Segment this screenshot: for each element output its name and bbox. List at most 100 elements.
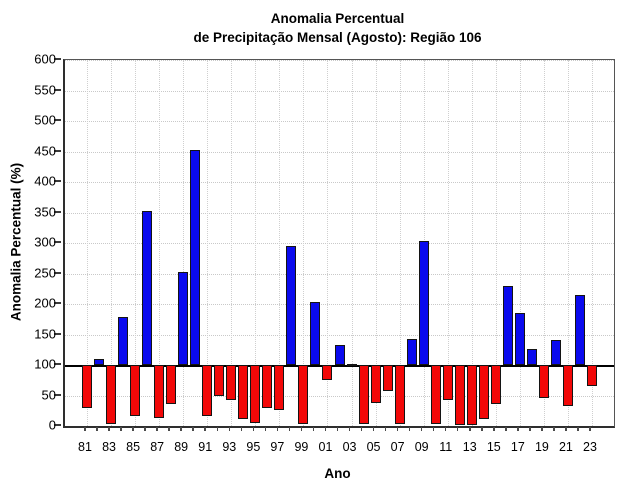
bar-2004 bbox=[358, 365, 369, 425]
h-gridline bbox=[65, 182, 614, 183]
bar-1999 bbox=[298, 365, 309, 425]
bar-2011 bbox=[442, 365, 453, 401]
bar-2023 bbox=[587, 365, 597, 386]
bar-2009 bbox=[418, 241, 429, 365]
y-tick-label: 450 bbox=[34, 143, 56, 158]
bar-2007 bbox=[394, 365, 405, 424]
x-axis-tick bbox=[420, 427, 423, 431]
x-tick-label: 91 bbox=[198, 440, 213, 454]
y-tick-label: 100 bbox=[34, 356, 56, 372]
bar-2013 bbox=[466, 365, 477, 426]
v-gridline bbox=[183, 60, 185, 426]
v-gridline bbox=[303, 60, 305, 426]
x-axis-tick bbox=[432, 427, 435, 431]
bar-1982 bbox=[94, 358, 105, 365]
x-tick-label: 05 bbox=[366, 440, 381, 454]
y-tick-label: 600 bbox=[34, 51, 56, 67]
x-tick-label: 93 bbox=[222, 440, 237, 454]
x-axis-tick bbox=[120, 427, 122, 431]
bar-1983 bbox=[106, 365, 117, 425]
x-axis-tick bbox=[469, 427, 471, 431]
x-axis-tick bbox=[156, 427, 158, 431]
x-tick-label: 81 bbox=[78, 440, 92, 454]
x-axis-tick bbox=[577, 427, 579, 431]
x-axis-tick bbox=[336, 427, 339, 431]
x-tick-label: 87 bbox=[150, 440, 165, 454]
y-axis-tick bbox=[54, 363, 61, 365]
x-axis-tick bbox=[529, 427, 531, 431]
y-tick-label: 350 bbox=[34, 204, 56, 219]
v-gridline bbox=[231, 60, 233, 426]
v-gridline bbox=[447, 60, 449, 426]
bar-2003 bbox=[346, 363, 357, 366]
h-gridline bbox=[65, 60, 614, 61]
y-axis-tick bbox=[54, 332, 61, 335]
bar-2006 bbox=[382, 365, 393, 392]
x-axis-tick bbox=[360, 427, 363, 431]
plot-area bbox=[63, 59, 615, 428]
bar-2010 bbox=[430, 365, 441, 424]
x-axis-tick bbox=[252, 427, 255, 431]
x-axis-tick bbox=[481, 427, 483, 431]
v-gridline bbox=[543, 60, 545, 426]
y-axis-title: Anomalia Percentual (%) bbox=[8, 162, 24, 322]
h-gridline bbox=[65, 273, 614, 275]
x-axis-tick bbox=[276, 427, 279, 431]
x-axis-tick bbox=[264, 427, 267, 431]
x-tick-label: 99 bbox=[294, 440, 309, 454]
v-gridline bbox=[111, 60, 113, 426]
y-axis-tick bbox=[54, 241, 61, 243]
x-axis-tick bbox=[180, 427, 182, 431]
bar-1988 bbox=[166, 365, 177, 405]
bar-2000 bbox=[310, 302, 321, 365]
v-gridline bbox=[375, 60, 377, 426]
v-gridline bbox=[592, 60, 593, 426]
bar-2002 bbox=[334, 344, 345, 365]
v-gridline bbox=[567, 60, 569, 426]
bar-1987 bbox=[154, 365, 165, 419]
bar-1996 bbox=[262, 365, 273, 408]
x-tick-label: 85 bbox=[126, 440, 141, 454]
x-tick-label: 95 bbox=[246, 440, 261, 454]
y-axis-tick bbox=[54, 88, 61, 91]
x-axis-tick bbox=[192, 427, 194, 431]
v-gridline bbox=[495, 60, 497, 426]
h-gridline bbox=[65, 304, 614, 305]
x-axis-tick bbox=[84, 427, 86, 431]
y-tick-label: 0 bbox=[48, 417, 56, 433]
x-axis-tick bbox=[240, 427, 243, 431]
v-gridline bbox=[519, 60, 521, 426]
x-tick-label: 11 bbox=[439, 440, 453, 454]
x-tick-label: 01 bbox=[318, 440, 333, 454]
x-tick-label: 19 bbox=[534, 440, 549, 454]
x-axis-tick bbox=[348, 427, 351, 431]
bar-2005 bbox=[370, 365, 381, 404]
y-tick-label: 550 bbox=[34, 82, 56, 97]
v-gridline bbox=[207, 60, 209, 426]
x-axis-tick bbox=[493, 427, 495, 431]
bar-1992 bbox=[214, 365, 225, 397]
y-tick-label: 200 bbox=[34, 295, 56, 311]
x-axis-tick bbox=[132, 427, 134, 431]
x-axis-tick bbox=[456, 427, 459, 431]
y-axis-tick bbox=[54, 393, 61, 396]
v-gridline bbox=[159, 60, 161, 426]
y-axis-tick bbox=[54, 210, 61, 213]
bar-1990 bbox=[190, 150, 201, 365]
y-axis-tick bbox=[54, 302, 61, 304]
bar-1998 bbox=[286, 246, 297, 365]
x-tick-label: 83 bbox=[102, 440, 116, 454]
x-axis-title: Ano bbox=[324, 466, 351, 481]
y-axis-tick bbox=[54, 424, 61, 426]
bar-2001 bbox=[322, 365, 333, 380]
bar-1994 bbox=[238, 365, 249, 420]
v-gridline bbox=[471, 60, 473, 426]
y-tick-label: 250 bbox=[34, 265, 56, 280]
x-tick-label: 97 bbox=[270, 440, 285, 454]
y-axis-tick bbox=[54, 271, 61, 274]
bar-1993 bbox=[226, 365, 237, 401]
h-gridline bbox=[65, 90, 614, 92]
bar-1984 bbox=[118, 316, 129, 365]
bar-1985 bbox=[130, 365, 141, 417]
x-axis-tick bbox=[324, 427, 327, 431]
